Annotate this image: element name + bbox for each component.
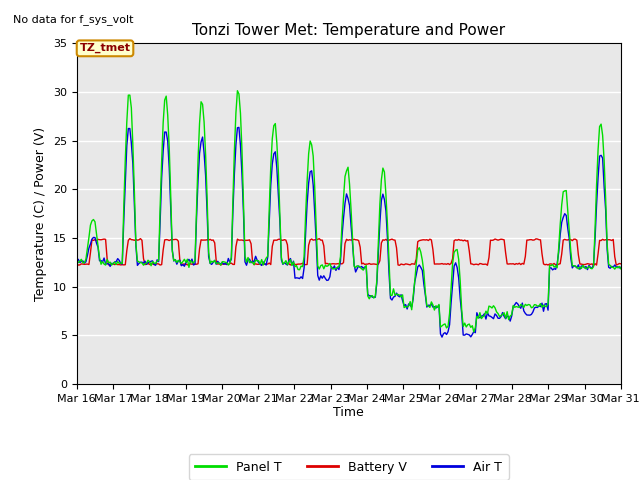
Air T [264, 254, 271, 260]
Panel T [73, 258, 81, 264]
Battery V [255, 262, 262, 267]
Air T [73, 258, 81, 264]
Text: TZ_tmet: TZ_tmet [79, 43, 131, 53]
Panel T [264, 253, 271, 259]
Panel T [617, 266, 625, 272]
Air T [140, 260, 147, 266]
Battery V [589, 263, 597, 268]
Air T [237, 143, 244, 148]
Battery V [617, 261, 625, 267]
Air T [438, 334, 446, 340]
Panel T [589, 264, 597, 270]
X-axis label: Time: Time [333, 407, 364, 420]
Battery V [264, 261, 271, 267]
Air T [589, 262, 597, 268]
Panel T [470, 329, 477, 335]
Panel T [140, 262, 147, 268]
Battery V [312, 237, 320, 243]
Line: Battery V: Battery V [77, 239, 621, 265]
Battery V [73, 261, 81, 267]
Y-axis label: Temperature (C) / Power (V): Temperature (C) / Power (V) [35, 127, 47, 300]
Battery V [237, 237, 244, 243]
Panel T [312, 225, 320, 231]
Battery V [588, 261, 596, 267]
Battery V [126, 236, 134, 241]
Air T [235, 124, 243, 130]
Text: No data for f_sys_volt: No data for f_sys_volt [13, 14, 133, 25]
Air T [617, 264, 625, 270]
Line: Panel T: Panel T [77, 91, 621, 332]
Line: Air T: Air T [77, 127, 621, 337]
Panel T [237, 110, 244, 116]
Air T [255, 260, 262, 265]
Legend: Panel T, Battery V, Air T: Panel T, Battery V, Air T [189, 455, 509, 480]
Panel T [255, 258, 262, 264]
Battery V [141, 262, 149, 267]
Panel T [234, 88, 241, 94]
Air T [312, 239, 320, 245]
Title: Tonzi Tower Met: Temperature and Power: Tonzi Tower Met: Temperature and Power [192, 23, 506, 38]
